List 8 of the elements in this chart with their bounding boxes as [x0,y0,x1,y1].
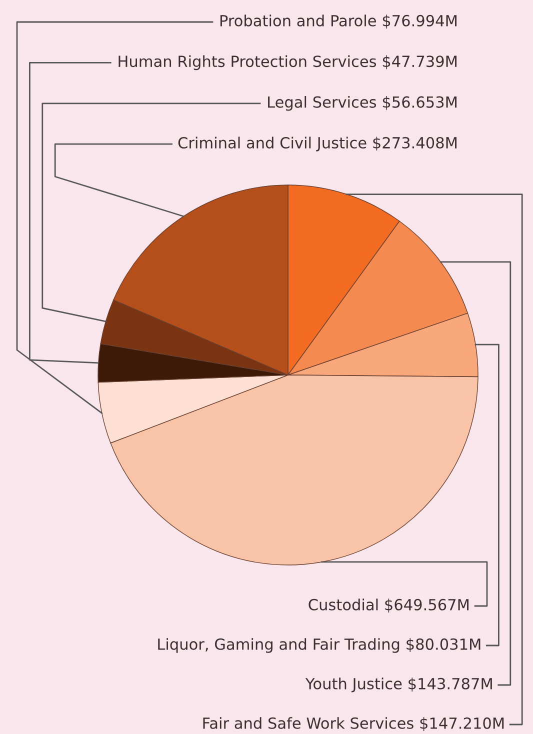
slice-label: Legal Services $56.653M [268,96,456,111]
slice-label: Youth Justice $143.787M [305,678,492,692]
slice-label: Custodial $649.567M [308,598,469,612]
slice-label: Liquor, Gaming and Fair Trading $80.031M [158,638,480,653]
slice-label: Fair and Safe Work Services $147.210M [203,717,504,731]
slice-label: Probation and Parole $76.994M [220,14,457,28]
slice-label: Criminal and Civil Justice $273.408M [178,136,457,152]
slice-label: Human Rights Protection Services $47.739M [118,55,457,70]
